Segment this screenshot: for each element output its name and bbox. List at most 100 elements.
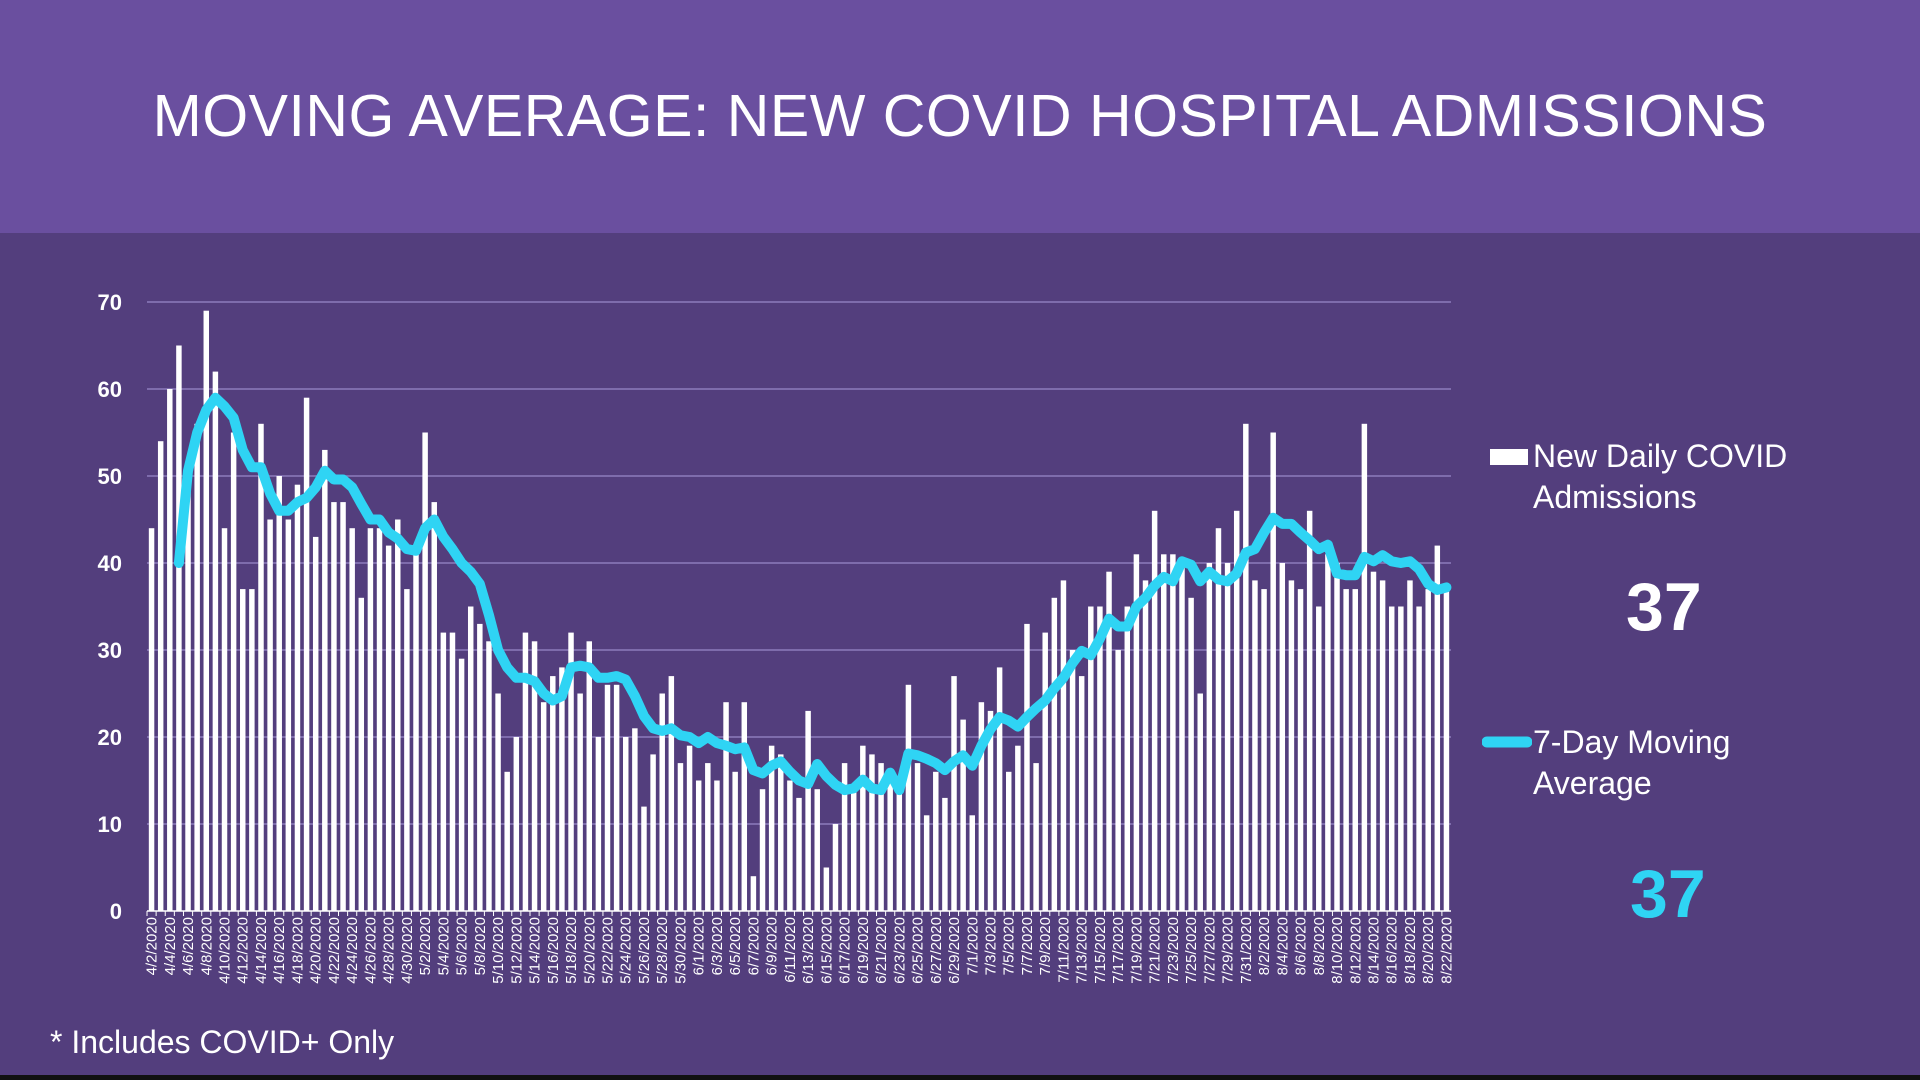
x-tick-label: 7/11/2020 xyxy=(1055,917,1072,983)
bar xyxy=(1407,580,1413,911)
bar xyxy=(1024,623,1030,911)
bar xyxy=(668,676,675,911)
bar xyxy=(504,771,510,911)
bar xyxy=(267,519,273,911)
bar xyxy=(787,780,793,911)
x-tick-label: 6/15/2020 xyxy=(818,917,835,984)
bar xyxy=(276,476,282,911)
bar xyxy=(486,641,492,911)
x-tick-label: 4/16/2020 xyxy=(271,917,288,984)
bar xyxy=(1233,510,1240,911)
bar xyxy=(677,763,684,911)
bar xyxy=(942,797,948,911)
x-tick-label: 5/14/2020 xyxy=(527,917,544,984)
bar xyxy=(887,780,893,911)
x-tick-label: 4/2/2020 xyxy=(144,917,161,975)
x-tick-label: 4/6/2020 xyxy=(180,917,197,975)
bar xyxy=(796,797,802,911)
legend-line-label-line1: 7-Day Moving xyxy=(1533,724,1731,760)
bar xyxy=(1197,693,1203,911)
bar xyxy=(1097,606,1103,911)
bar xyxy=(358,597,365,911)
x-tick-label: 4/12/2020 xyxy=(235,917,252,984)
bar xyxy=(841,763,848,911)
bar xyxy=(376,528,383,911)
bar xyxy=(194,423,200,911)
y-tick-label: 60 xyxy=(98,377,122,402)
bar xyxy=(1015,745,1021,911)
bar xyxy=(1051,597,1058,911)
bar xyxy=(723,702,729,911)
x-tick-label: 8/6/2020 xyxy=(1293,917,1310,975)
legend-bars-label: New Daily COVID Admissions xyxy=(1533,436,1787,518)
x-tick-label: 7/1/2020 xyxy=(964,917,981,975)
x-tick-label: 5/10/2020 xyxy=(490,917,507,984)
x-tick-label: 7/27/2020 xyxy=(1201,917,1218,984)
bar xyxy=(923,815,930,911)
bar xyxy=(705,763,711,911)
bar xyxy=(540,702,547,911)
bar xyxy=(595,737,602,911)
bar xyxy=(732,771,738,911)
bar xyxy=(167,389,173,911)
bar xyxy=(1042,632,1048,911)
bar xyxy=(1170,554,1176,911)
bar xyxy=(258,423,264,911)
x-tick-label: 6/21/2020 xyxy=(873,917,890,984)
x-tick-label: 5/2/2020 xyxy=(417,917,434,975)
bar xyxy=(1297,589,1304,911)
bar xyxy=(1334,563,1340,911)
x-tick-label: 7/13/2020 xyxy=(1074,917,1091,984)
bar xyxy=(604,684,611,911)
bar xyxy=(1252,580,1258,911)
bar xyxy=(1206,563,1213,911)
y-tick-label: 30 xyxy=(98,638,122,663)
bar xyxy=(285,519,292,911)
bar xyxy=(431,502,437,911)
bar xyxy=(686,745,693,911)
x-tick-label: 7/9/2020 xyxy=(1037,917,1054,975)
bar xyxy=(1088,606,1094,911)
bar xyxy=(695,780,702,911)
bar xyxy=(440,632,447,911)
bar xyxy=(987,710,994,911)
bar xyxy=(1078,676,1085,911)
bar xyxy=(1124,606,1131,911)
x-tick-label: 8/16/2020 xyxy=(1384,917,1401,984)
x-tick-label: 6/1/2020 xyxy=(691,917,708,975)
bar xyxy=(1279,563,1286,911)
bar xyxy=(1179,563,1185,911)
bar xyxy=(1133,554,1140,911)
x-tick-label: 4/24/2020 xyxy=(344,917,361,984)
y-tick-label: 50 xyxy=(98,464,122,489)
bar xyxy=(1425,589,1431,911)
bar xyxy=(1370,571,1377,911)
bar xyxy=(404,589,410,911)
x-tick-label: 5/24/2020 xyxy=(618,917,635,984)
bar xyxy=(1161,554,1167,911)
bar xyxy=(1379,580,1386,911)
x-tick-label: 6/9/2020 xyxy=(764,917,781,975)
bar xyxy=(659,693,665,911)
bar xyxy=(1361,423,1368,911)
x-tick-label: 6/13/2020 xyxy=(800,917,817,984)
bar xyxy=(905,684,912,911)
x-tick-label: 6/5/2020 xyxy=(727,917,744,975)
x-tick-label: 7/5/2020 xyxy=(1001,917,1018,975)
y-tick-label: 40 xyxy=(98,551,122,576)
bar xyxy=(878,763,884,911)
bar xyxy=(495,693,501,911)
bar xyxy=(230,432,237,911)
x-tick-label: 8/22/2020 xyxy=(1438,917,1455,984)
x-tick-label: 4/4/2020 xyxy=(162,917,179,975)
latest-daily-admissions: 37 xyxy=(1626,569,1702,645)
bar xyxy=(331,502,337,911)
latest-moving-average: 37 xyxy=(1630,856,1706,932)
bar xyxy=(933,771,939,911)
bar xyxy=(850,789,857,911)
legend-bars-label-line1: New Daily COVID xyxy=(1533,438,1788,474)
x-tick-label: 6/27/2020 xyxy=(928,917,945,984)
x-tick-label: 4/30/2020 xyxy=(399,917,416,984)
bar xyxy=(1398,606,1404,911)
